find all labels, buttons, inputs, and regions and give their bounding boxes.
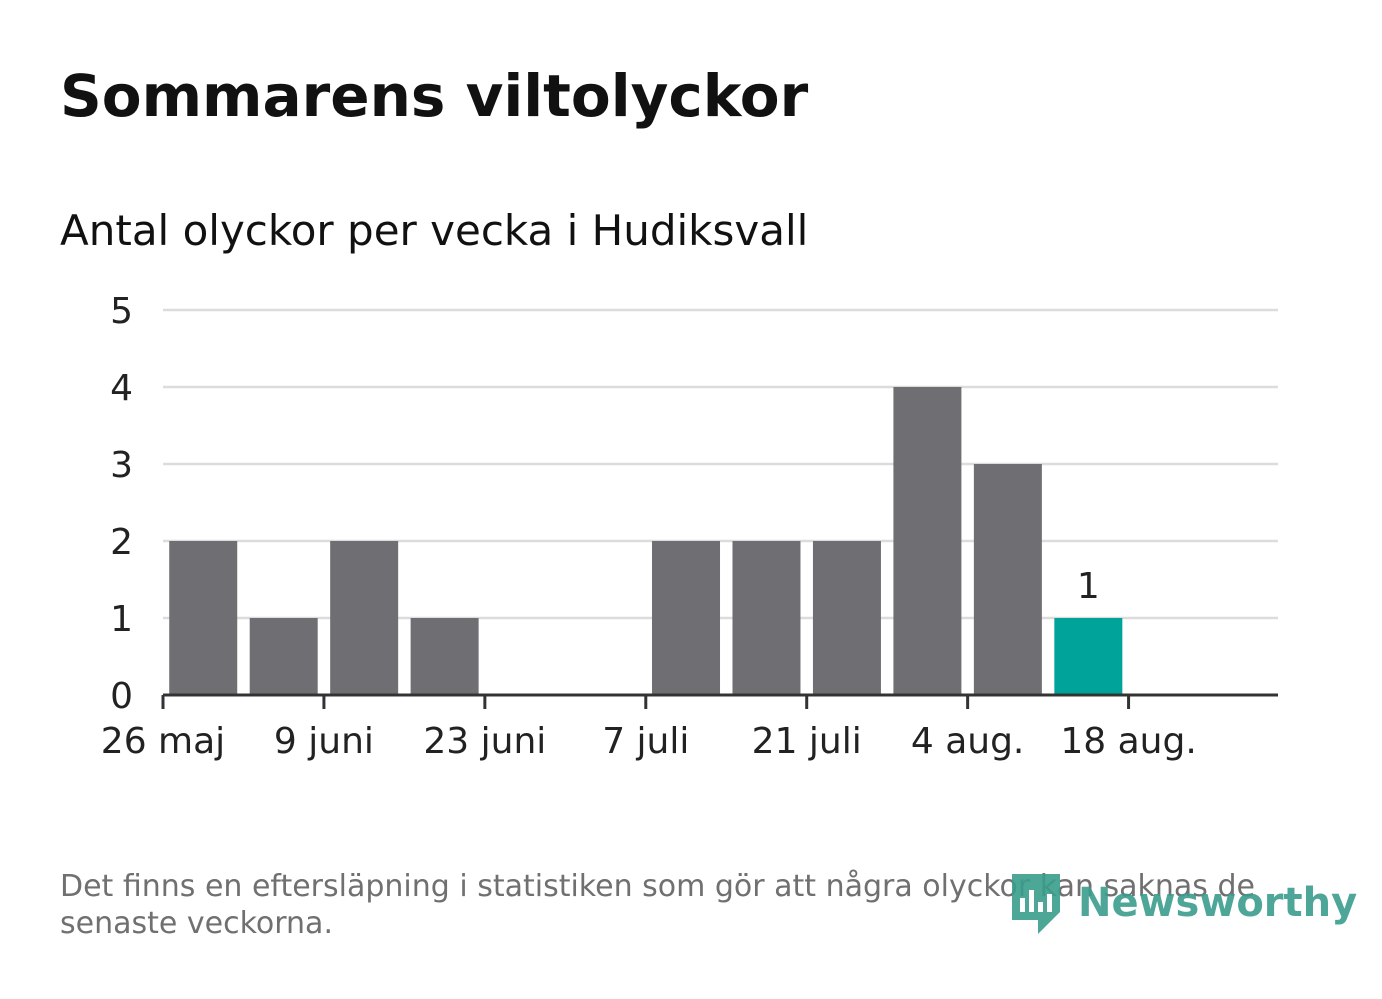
bar-2019-07-21: [732, 541, 801, 695]
y-tick-label: 2: [110, 522, 133, 563]
y-tick-label: 1: [110, 599, 133, 640]
y-tick-label: 5: [110, 291, 133, 332]
bar-2019-07-14: [652, 541, 721, 695]
bar-2019-06-16: [330, 541, 399, 695]
x-tick-label: 4 aug.: [911, 721, 1025, 762]
bar-2019-06-23: [410, 618, 479, 695]
bar-2019-08-04: [893, 387, 962, 695]
y-tick-label: 3: [110, 445, 133, 486]
bar-chart-shield-icon: [1012, 874, 1060, 934]
y-tick-label: 0: [110, 676, 133, 717]
bar-chart: 0 1 2 3 4 5 1 26 maj 9 juni 23 juni 7 juli 21 juli 4…: [101, 291, 1278, 762]
chart-title: Sommarens viltolyckor: [60, 62, 809, 130]
bar-2019-06-09: [249, 618, 318, 695]
x-tick-label: 18 aug.: [1060, 721, 1196, 762]
bar-2019-07-28: [812, 541, 881, 695]
chart-subtitle: Antal olyckor per vecka i Hudiksvall: [60, 206, 809, 255]
x-tick-label: 7 juli: [602, 721, 689, 762]
x-tick-label: 26 maj: [101, 721, 225, 762]
x-tick-label: 9 juni: [274, 721, 374, 762]
bar-2019-08-11: [973, 464, 1042, 695]
y-tick-label: 4: [110, 368, 133, 409]
x-tick-label: 23 juni: [423, 721, 546, 762]
data-label: 1: [1077, 566, 1100, 607]
bar-2019-08-18: [1054, 618, 1123, 695]
logo-wordmark: Newsworthy: [1078, 880, 1358, 926]
bar-2019-06-02: [169, 541, 238, 695]
x-tick-label: 21 juli: [752, 721, 862, 762]
